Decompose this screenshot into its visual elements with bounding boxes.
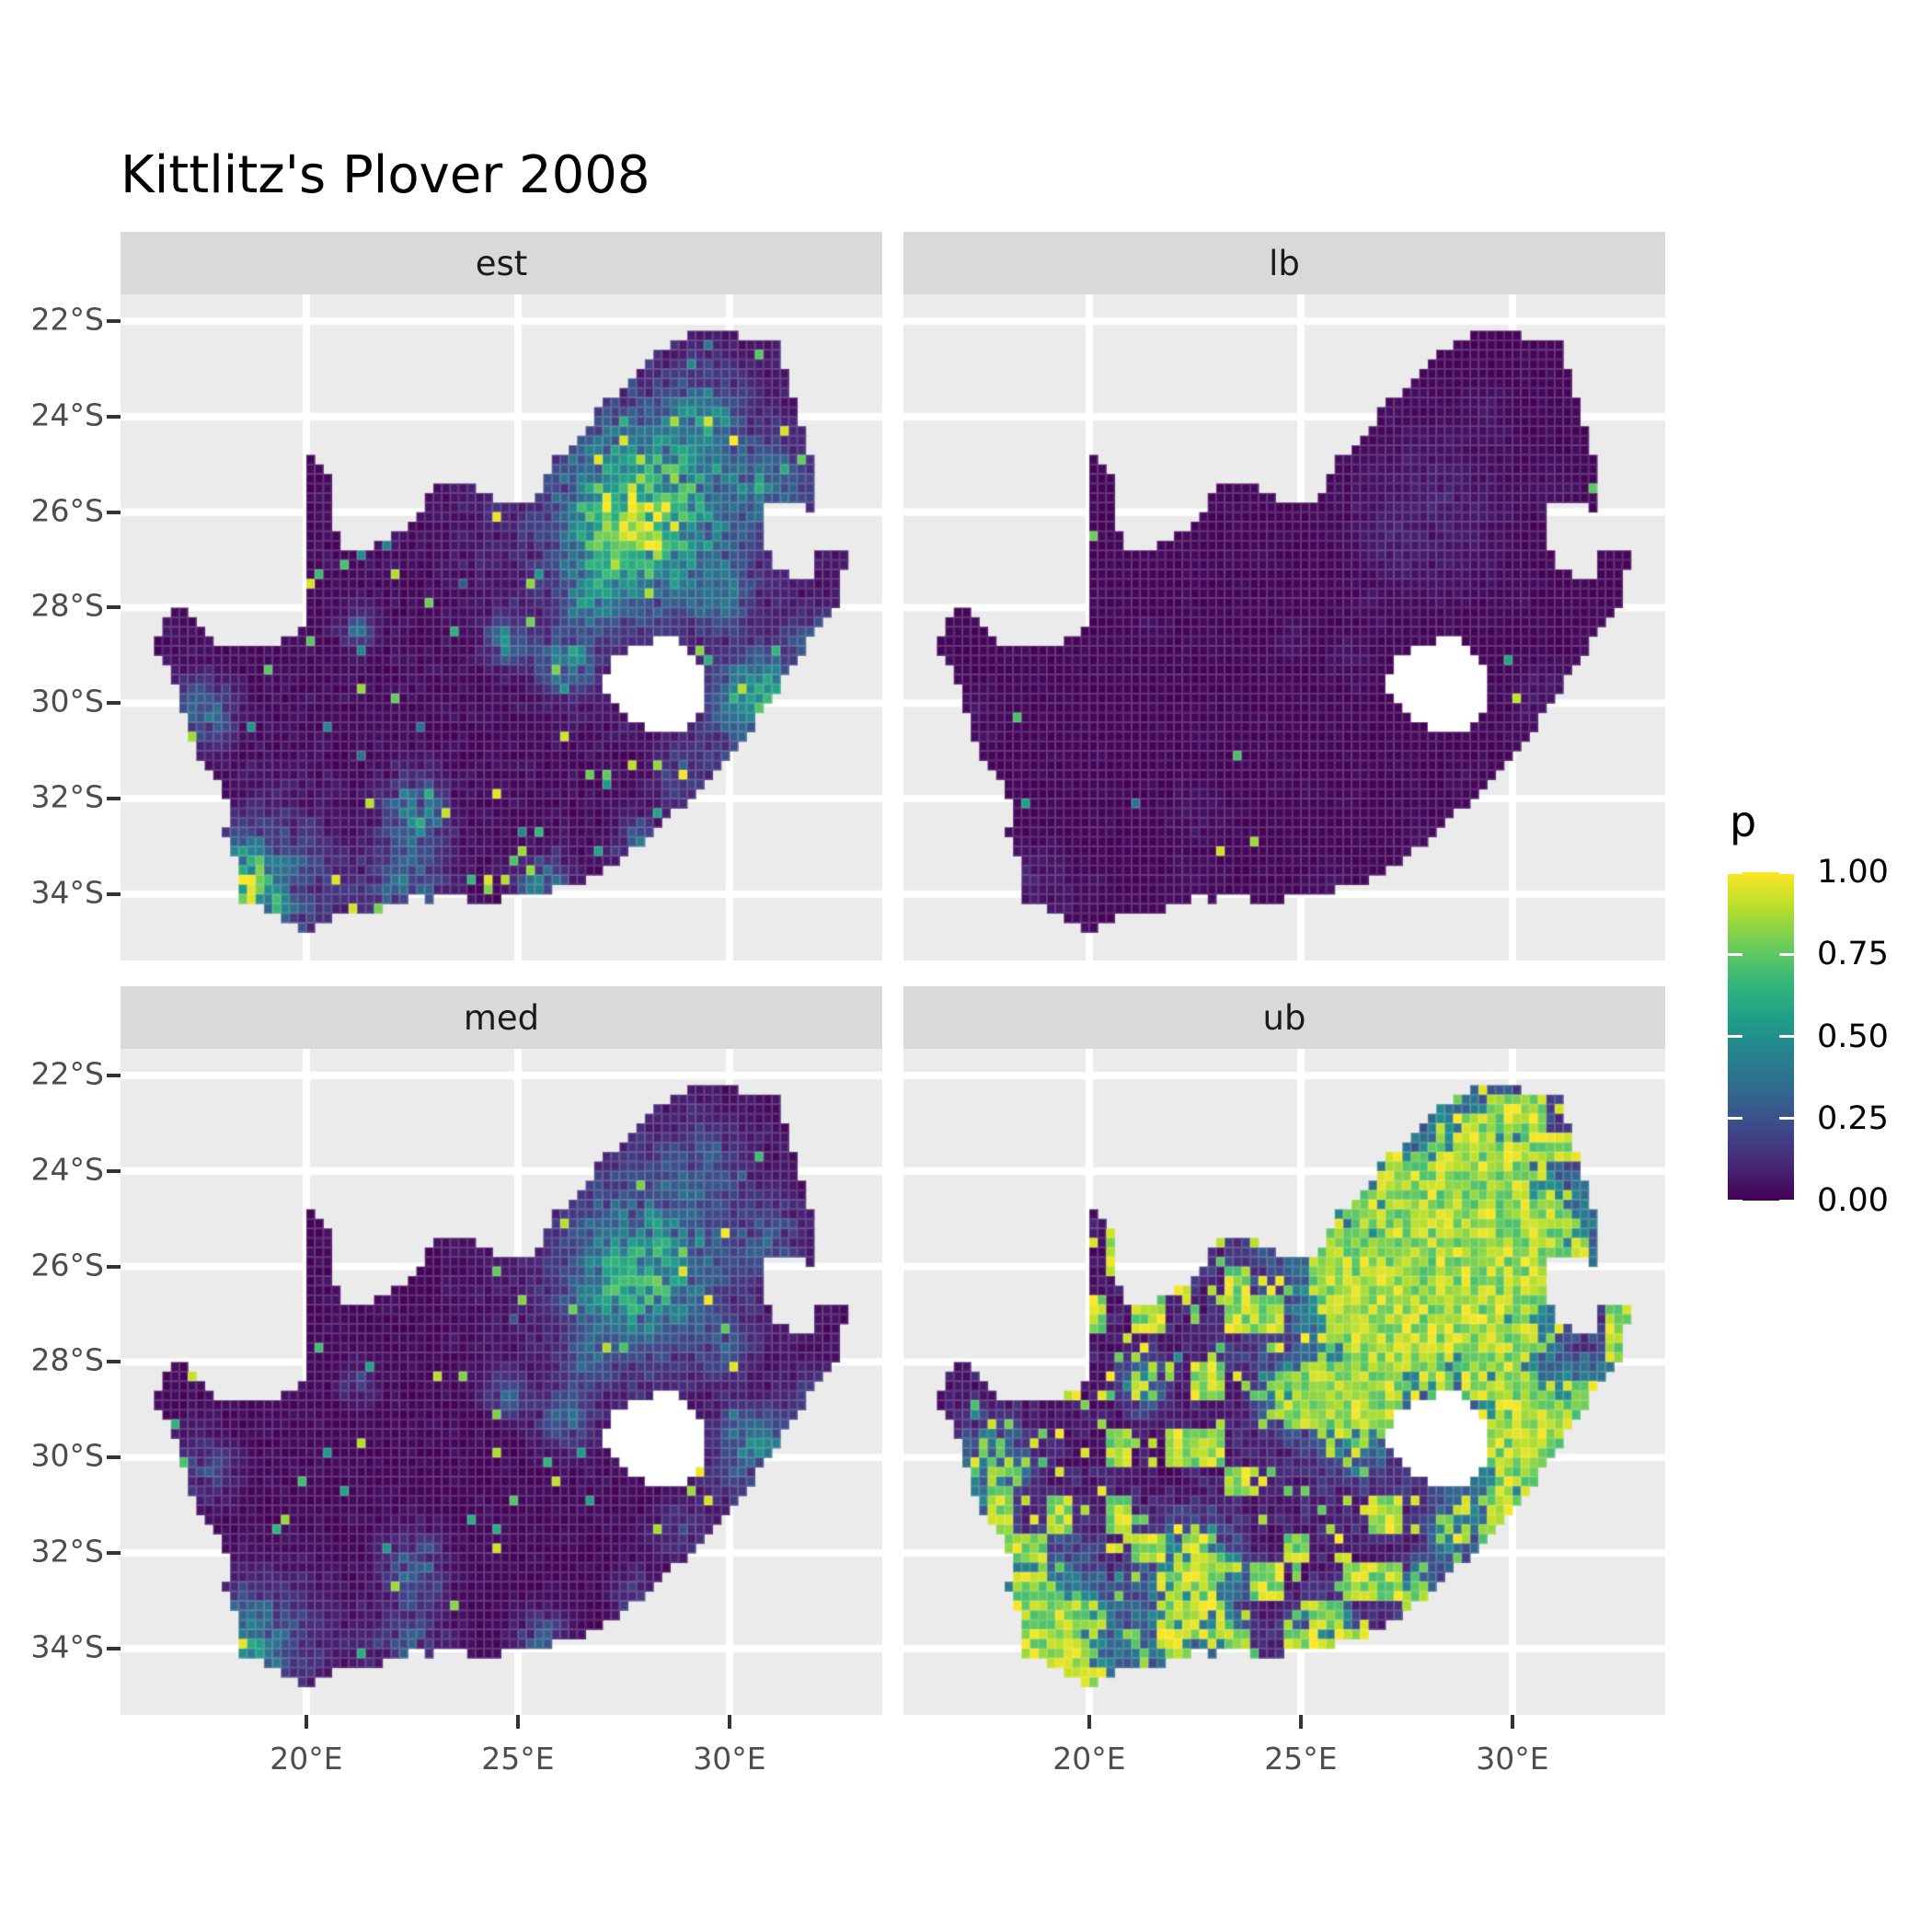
colorbar [1728, 872, 1794, 1201]
map-panel-ub [903, 1049, 1665, 1715]
legend-tick-mark [1779, 1117, 1794, 1121]
y-tick-mark [107, 891, 121, 896]
facet-strip-label: est [475, 243, 528, 283]
legend-tick-mark [1728, 1199, 1742, 1201]
y-axis-label: 32°S [30, 778, 104, 815]
y-tick-mark [107, 1551, 121, 1556]
y-axis-label: 28°S [30, 588, 104, 625]
facet-strip-lb: lb [903, 232, 1665, 294]
legend-tick-mark [1728, 872, 1742, 874]
legend-value-label: 0.50 [1817, 1018, 1889, 1055]
y-tick-mark [107, 510, 121, 514]
legend-title: p [1730, 797, 1757, 846]
x-axis-label: 25°E [1264, 1741, 1338, 1777]
facet-strip-label: lb [1269, 243, 1300, 283]
y-axis-label: 34°S [30, 874, 104, 911]
x-axis-label: 25°E [481, 1741, 555, 1777]
y-axis-label: 30°S [30, 1437, 104, 1474]
x-tick-mark [515, 1715, 520, 1729]
legend-tick-mark [1728, 952, 1742, 956]
legend-tick-mark [1779, 1035, 1794, 1038]
y-axis-label: 26°S [30, 1247, 104, 1283]
y-tick-mark [107, 1168, 121, 1173]
y-axis-label: 32°S [30, 1533, 104, 1570]
x-tick-mark [727, 1715, 731, 1729]
legend-value-label: 0.25 [1817, 1099, 1889, 1137]
y-tick-mark [107, 797, 121, 801]
legend-tick-mark [1779, 1199, 1794, 1201]
y-tick-mark [107, 1264, 121, 1269]
facet-strip-label: ub [1262, 997, 1306, 1038]
facet-strip-med: med [121, 986, 882, 1049]
legend-value-label: 0.75 [1817, 936, 1889, 973]
map-panel-est [121, 294, 882, 960]
legend-tick-mark [1779, 872, 1794, 874]
x-axis-label: 20°E [1052, 1741, 1126, 1777]
legend-tick-mark [1779, 952, 1794, 956]
facet-strip-label: med [463, 997, 540, 1038]
y-tick-mark [107, 319, 121, 324]
y-tick-mark [107, 1074, 121, 1078]
y-axis-label: 30°S [30, 683, 104, 719]
y-tick-mark [107, 1360, 121, 1364]
y-tick-mark [107, 701, 121, 706]
plot-title: Kittlitz's Plover 2008 [121, 145, 650, 205]
x-tick-mark [1510, 1715, 1514, 1729]
facet-strip-est: est [121, 232, 882, 294]
legend-value-label: 1.00 [1817, 854, 1889, 891]
legend-tick-mark [1728, 1117, 1742, 1121]
y-axis-label: 26°S [30, 492, 104, 529]
legend: p 1.00 0.75 0.50 0.25 0.00 [1726, 797, 1928, 1219]
x-tick-mark [1298, 1715, 1303, 1729]
y-tick-mark [107, 1646, 121, 1650]
y-tick-mark [107, 1455, 121, 1460]
x-axis-label: 30°E [1476, 1741, 1549, 1777]
facet-strip-ub: ub [903, 986, 1665, 1049]
map-panel-lb [903, 294, 1665, 960]
x-tick-mark [1087, 1715, 1091, 1729]
y-axis-label: 22°S [30, 301, 104, 338]
y-axis-label: 22°S [30, 1055, 104, 1092]
y-tick-mark [107, 605, 121, 610]
y-axis-label: 34°S [30, 1628, 104, 1665]
y-tick-mark [107, 414, 121, 419]
legend-tick-mark [1728, 1035, 1742, 1038]
y-axis-label: 24°S [30, 397, 104, 433]
x-tick-mark [304, 1715, 308, 1729]
y-axis-label: 24°S [30, 1151, 104, 1188]
x-axis-label: 20°E [270, 1741, 343, 1777]
y-axis-label: 28°S [30, 1342, 104, 1379]
map-panel-med [121, 1049, 882, 1715]
x-axis-label: 30°E [693, 1741, 766, 1777]
legend-value-label: 0.00 [1817, 1182, 1889, 1219]
